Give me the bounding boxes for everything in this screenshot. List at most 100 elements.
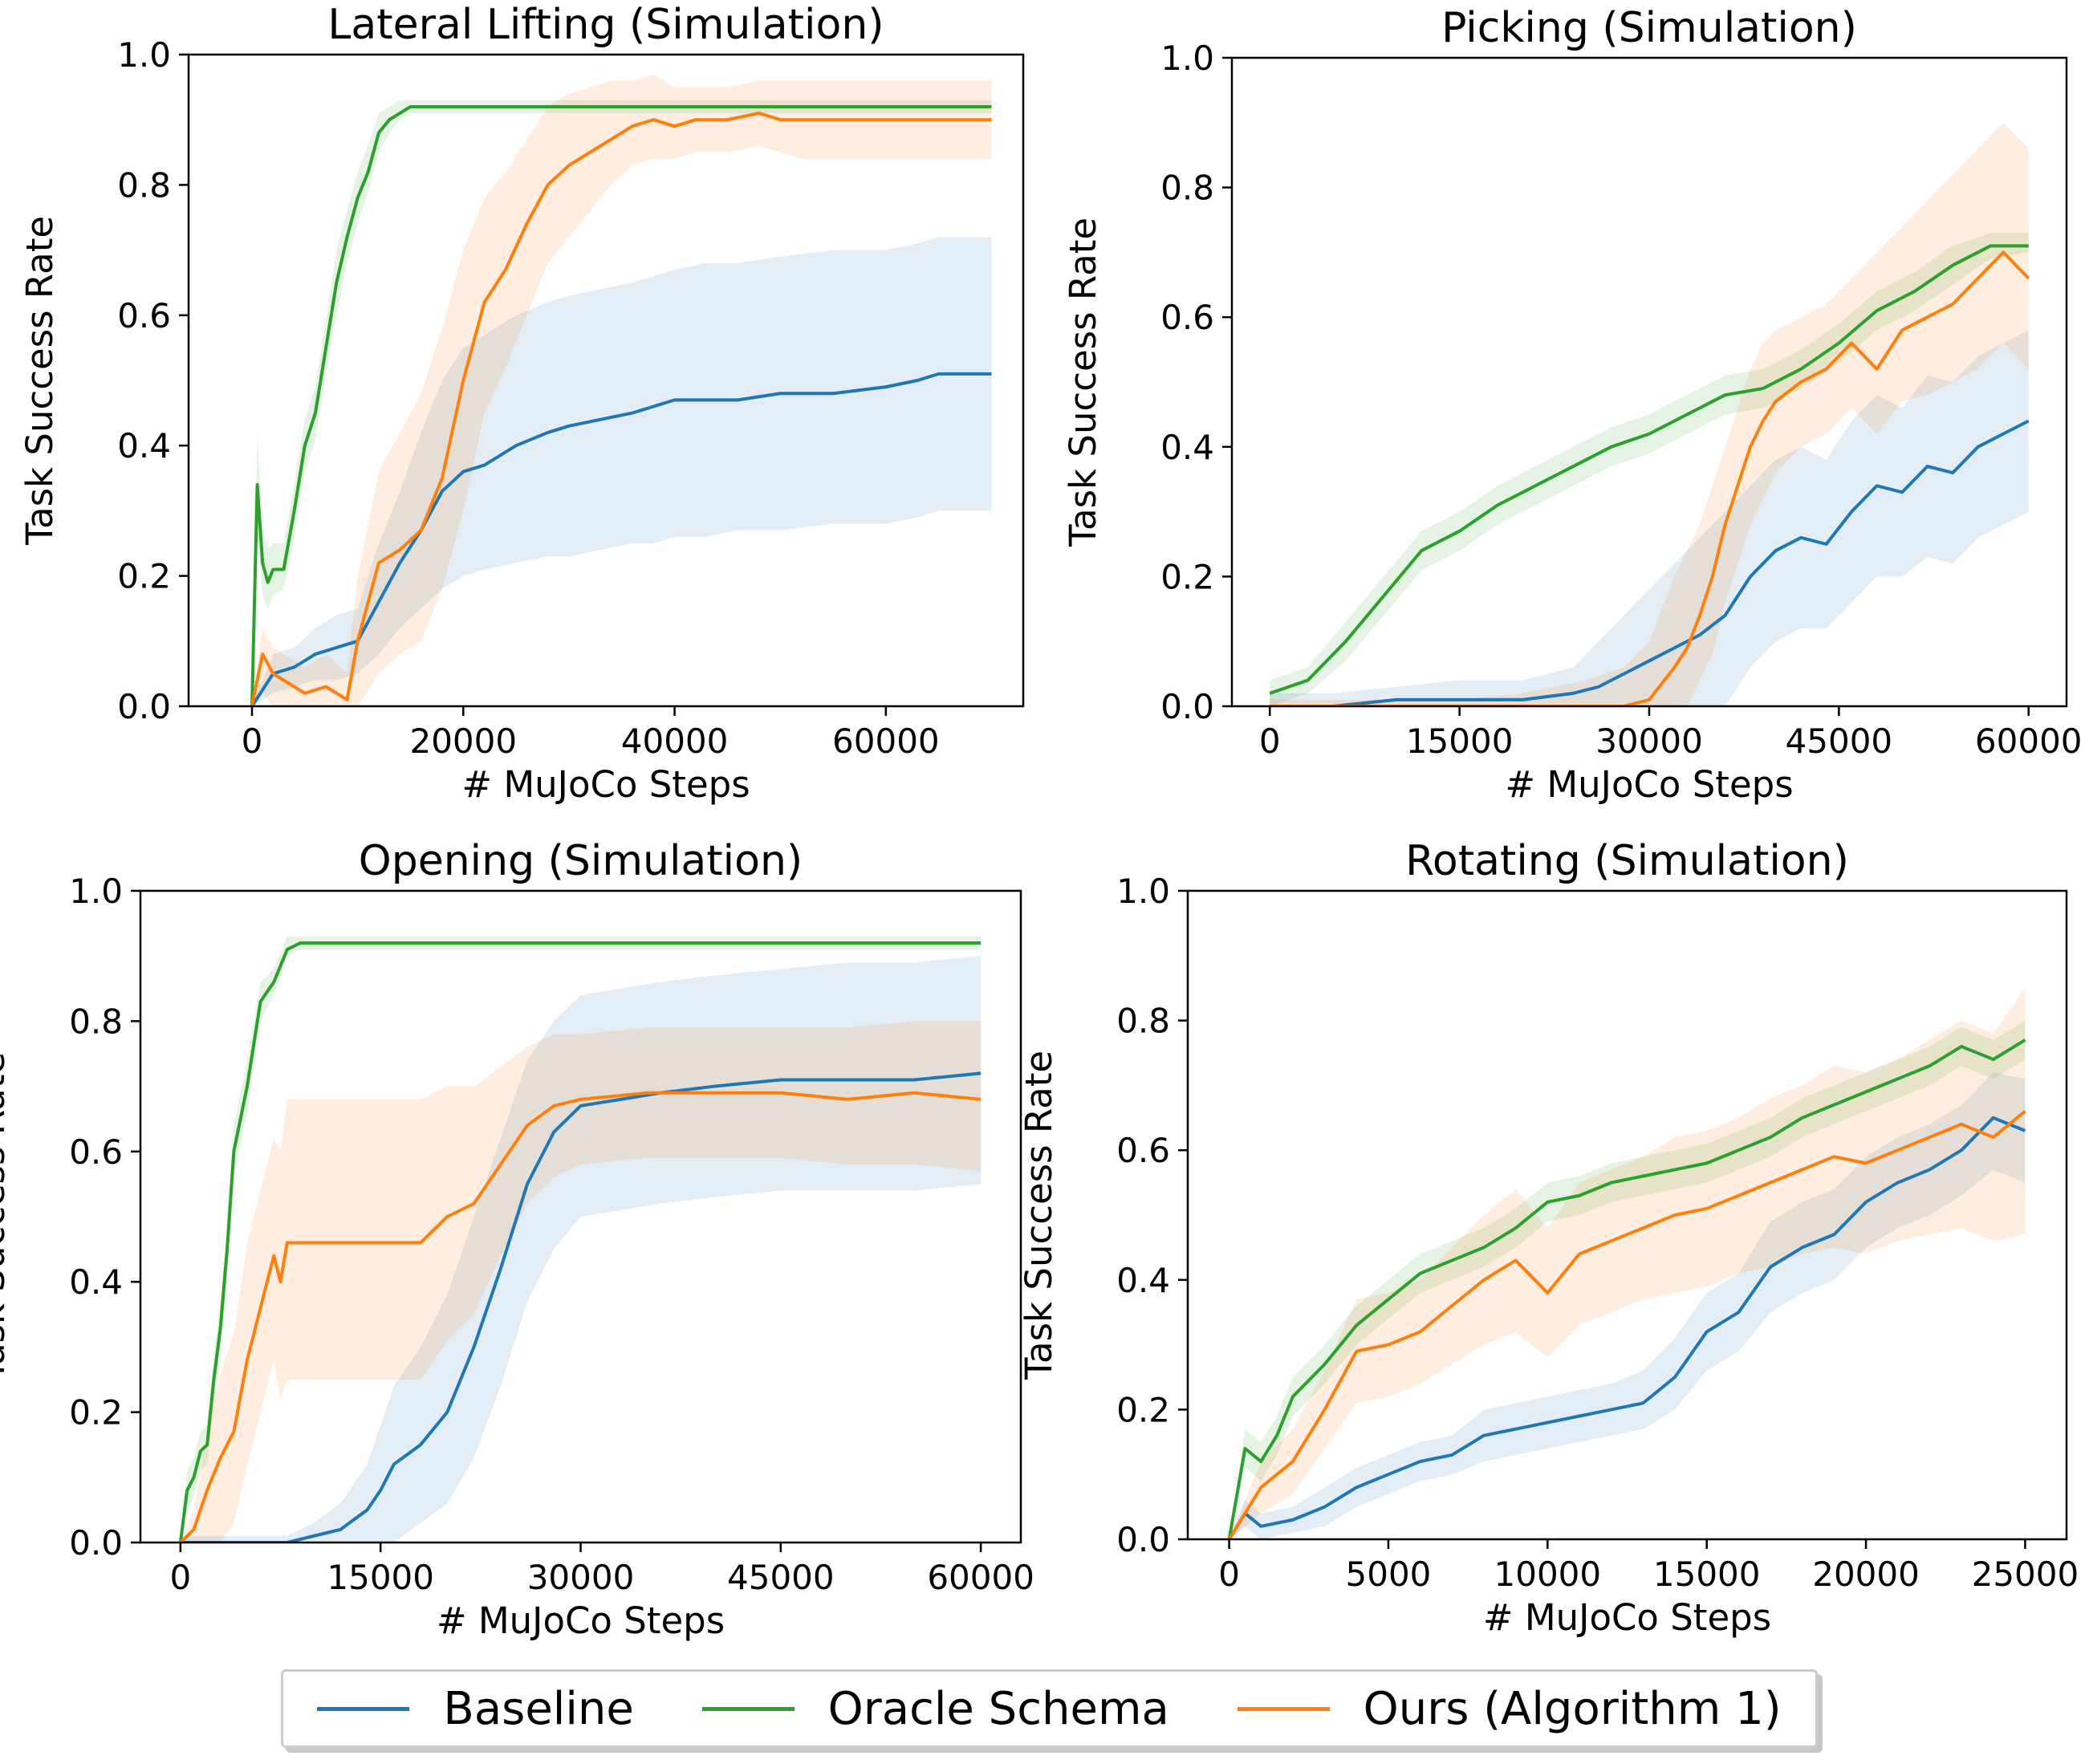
x-tick-label: 15000 <box>1406 721 1514 761</box>
x-tick-label: 30000 <box>1595 721 1703 761</box>
x-tick-label: 45000 <box>727 1558 835 1597</box>
line-baseline <box>1270 419 2030 706</box>
x-tick-label: 40000 <box>621 721 729 761</box>
x-axis-label: # MuJoCo Steps <box>1505 763 1793 806</box>
line-baseline <box>1227 1116 2026 1539</box>
legend-swatch-baseline <box>317 1706 410 1711</box>
line-oracle-schema <box>1269 244 2029 695</box>
x-tick-label: 0 <box>169 1558 191 1597</box>
y-tick-label: 0.4 <box>117 426 171 465</box>
band-oracle-schema <box>1229 1020 2026 1539</box>
plot-area <box>1269 122 2030 706</box>
axes-frame <box>187 53 1025 708</box>
chart-title: Lateral Lifting (Simulation) <box>327 1 884 49</box>
legend-item-oracle-schema: Oracle Schema <box>701 1682 1169 1735</box>
x-tick-label: 0 <box>1259 721 1281 761</box>
y-tick-label: 0.4 <box>1160 428 1214 467</box>
y-axis-label: Task Success Rate <box>18 216 61 546</box>
line-baseline <box>250 372 992 706</box>
y-tick-label: 0.6 <box>1160 298 1214 337</box>
legend: Baseline Oracle Schema Ours (Algorithm 1… <box>281 1669 1818 1748</box>
band-baseline <box>180 956 982 1542</box>
y-tick-label: 0.8 <box>1160 169 1214 208</box>
y-axis-label: Task Success Rate <box>1018 1051 1060 1380</box>
line-oracle-schema <box>250 104 992 706</box>
plot-area <box>1227 988 2026 1539</box>
line-ours-algorithm-1 <box>1270 250 2030 706</box>
line-ours-algorithm-1 <box>1227 1110 2026 1539</box>
x-tick-label: 45000 <box>1786 721 1893 761</box>
x-tick-label: 0 <box>242 721 263 761</box>
band-ours-algorithm-1 <box>180 1021 982 1542</box>
legend-item-baseline: Baseline <box>317 1682 634 1735</box>
chart-title: Rotating (Simulation) <box>1405 837 1849 885</box>
x-tick-label: 60000 <box>1975 721 2083 761</box>
y-tick-label: 0.8 <box>117 165 171 205</box>
y-tick-label: 1.0 <box>69 872 123 911</box>
legend-label-ours: Ours (Algorithm 1) <box>1363 1682 1782 1735</box>
y-tick-label: 0.6 <box>117 296 171 335</box>
band-oracle-schema <box>1270 233 2029 706</box>
legend-swatch-ours <box>1237 1706 1330 1711</box>
axes-frame <box>1186 889 2068 1541</box>
legend-swatch-oracle-schema <box>701 1706 795 1711</box>
chart-panel-4: 0 5000 10000 15000 20000 25000 0.0 0.2 0.4 0.6 0.8… <box>1018 837 2079 1639</box>
band-baseline <box>251 237 992 706</box>
y-tick-label: 0.4 <box>1116 1261 1170 1300</box>
y-tick-label: 0.2 <box>1160 557 1214 596</box>
y-tick-label: 0.6 <box>69 1132 123 1172</box>
x-tick-label: 30000 <box>527 1558 635 1597</box>
y-tick-label: 0.2 <box>1116 1390 1170 1429</box>
x-axis-label: # MuJoCo Steps <box>437 1599 725 1642</box>
legend-item-ours: Ours (Algorithm 1) <box>1237 1682 1782 1735</box>
band-baseline <box>1229 1072 2026 1539</box>
y-tick-label: 1.0 <box>1116 872 1170 911</box>
line-ours-algorithm-1 <box>179 1091 982 1542</box>
x-axis-label: # MuJoCo Steps <box>461 763 750 806</box>
chart-panel-1: 0 20000 40000 60000 0.0 0.2 0.4 0.6 0.8 1.0 Latera… <box>18 1 1025 806</box>
x-tick-label: 25000 <box>1972 1555 2079 1594</box>
line-oracle-schema <box>1227 1038 2026 1539</box>
line-oracle-schema <box>178 941 982 1542</box>
y-tick-label: 0.8 <box>69 1002 123 1041</box>
x-tick-label: 20000 <box>409 721 517 761</box>
band-ours-algorithm-1 <box>1270 122 2029 706</box>
band-ours-algorithm-1 <box>1229 988 2026 1539</box>
band-oracle-schema <box>180 936 982 1542</box>
y-tick-label: 1.0 <box>1160 39 1214 78</box>
plot-area <box>178 936 982 1542</box>
x-axis-label: # MuJoCo Steps <box>1483 1596 1771 1639</box>
x-tick-label: 0 <box>1218 1555 1240 1594</box>
line-baseline <box>180 1071 982 1542</box>
x-tick-label: 5000 <box>1346 1555 1432 1594</box>
x-tick-label: 15000 <box>327 1558 434 1597</box>
x-tick-label: 15000 <box>1653 1555 1761 1594</box>
chart-panel-3: 0 15000 30000 45000 60000 0.0 0.2 0.4 0.6 0.8 1.0 O… <box>0 837 1034 1642</box>
legend-label-baseline: Baseline <box>443 1682 634 1735</box>
y-tick-label: 0.6 <box>1116 1131 1170 1170</box>
x-tick-label: 20000 <box>1812 1555 1920 1594</box>
y-tick-label: 0.0 <box>69 1523 123 1563</box>
chart-title: Opening (Simulation) <box>359 837 803 885</box>
y-tick-label: 1.0 <box>117 35 171 75</box>
y-tick-label: 0.4 <box>69 1262 123 1302</box>
y-tick-label: 0.0 <box>1116 1520 1170 1559</box>
y-tick-label: 0.0 <box>117 687 171 726</box>
x-tick-label: 60000 <box>832 721 940 761</box>
line-ours-algorithm-1 <box>250 112 992 706</box>
plot-area <box>250 74 992 706</box>
y-tick-label: 0.2 <box>117 557 171 596</box>
chart-title: Picking (Simulation) <box>1441 4 1857 52</box>
x-tick-label: 60000 <box>927 1558 1034 1597</box>
y-tick-label: 0.2 <box>69 1393 123 1433</box>
y-tick-label: 0.8 <box>1116 1002 1170 1041</box>
x-tick-label: 10000 <box>1494 1555 1602 1594</box>
y-tick-label: 0.0 <box>1160 687 1214 726</box>
band-ours-algorithm-1 <box>251 74 992 706</box>
y-axis-label: Task Success Rate <box>1062 217 1104 547</box>
legend-label-oracle-schema: Oracle Schema <box>827 1682 1169 1735</box>
chart-panel-2: 0 15000 30000 45000 60000 0.0 0.2 0.4 0.6 0.8 1.0 P… <box>1062 4 2083 806</box>
band-baseline <box>1270 330 2029 706</box>
y-axis-label: Task Success Rate <box>0 1052 13 1382</box>
